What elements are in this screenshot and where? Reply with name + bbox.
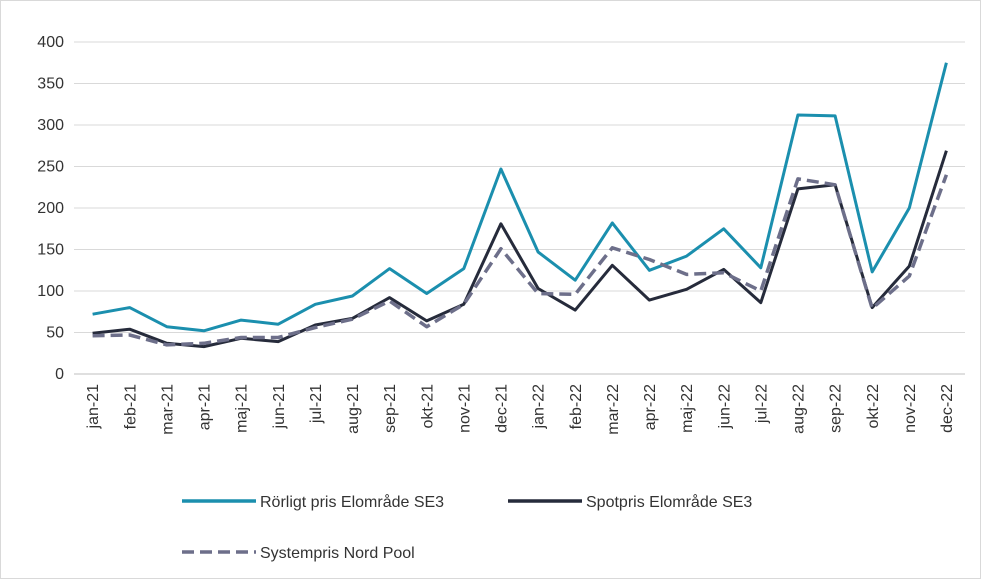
y-tick-label: 250	[37, 159, 64, 176]
y-tick-label: 350	[37, 76, 64, 93]
series-line-1	[92, 150, 948, 349]
x-tick-label: apr-22	[642, 384, 659, 430]
y-tick-label: 50	[46, 325, 64, 342]
x-tick-label: jan-21	[85, 384, 102, 430]
x-tick-label: sep-22	[828, 384, 845, 433]
y-axis-tick-labels: 0 50 100 150 200 250 300 350 400	[37, 34, 64, 383]
x-tick-label: jul-21	[308, 384, 325, 424]
x-tick-label: feb-21	[122, 384, 139, 429]
x-tick-label: mar-21	[159, 384, 176, 435]
x-tick-label: dec-21	[494, 384, 511, 433]
x-tick-label: jan-22	[531, 384, 548, 430]
x-tick-label: feb-22	[568, 384, 585, 429]
y-tick-label: 400	[37, 34, 64, 51]
x-tick-label: okt-21	[419, 384, 436, 429]
gridlines	[74, 41, 965, 333]
x-tick-label: jun-22	[716, 384, 733, 430]
x-tick-label: jul-22	[753, 384, 770, 424]
x-tick-label: maj-22	[679, 384, 696, 433]
x-tick-label: nov-21	[456, 384, 473, 433]
series-line-2	[92, 174, 949, 347]
legend-label-1: Spotpris Elområde SE3	[586, 493, 752, 511]
x-tick-label: sep-21	[382, 384, 399, 433]
x-tick-label: aug-21	[345, 384, 362, 434]
x-tick-label: okt-22	[865, 384, 882, 429]
legend: Rörligt pris Elområde SE3 Spotpris Elområ…	[182, 493, 752, 562]
x-tick-label: maj-21	[234, 384, 251, 433]
y-tick-label: 100	[37, 283, 64, 300]
y-tick-label: 150	[37, 242, 64, 259]
series-lines	[92, 62, 949, 349]
legend-label-2: Systempris Nord Pool	[260, 545, 415, 562]
series-line-0	[92, 62, 948, 333]
x-tick-label: aug-22	[791, 384, 808, 434]
x-tick-label: mar-22	[605, 384, 622, 435]
legend-label-0: Rörligt pris Elområde SE3	[260, 493, 444, 511]
x-tick-label: apr-21	[197, 384, 214, 430]
x-tick-label: nov-22	[902, 384, 919, 433]
y-tick-label: 200	[37, 200, 64, 217]
y-tick-label: 0	[55, 366, 64, 383]
x-tick-label: dec-22	[939, 384, 956, 433]
x-tick-label: jun-21	[271, 384, 288, 430]
x-axis-tick-labels: jan-21 feb-21 mar-21 apr-21 maj-21 jun-21 jul-…	[85, 384, 956, 435]
y-tick-label: 300	[37, 117, 64, 134]
